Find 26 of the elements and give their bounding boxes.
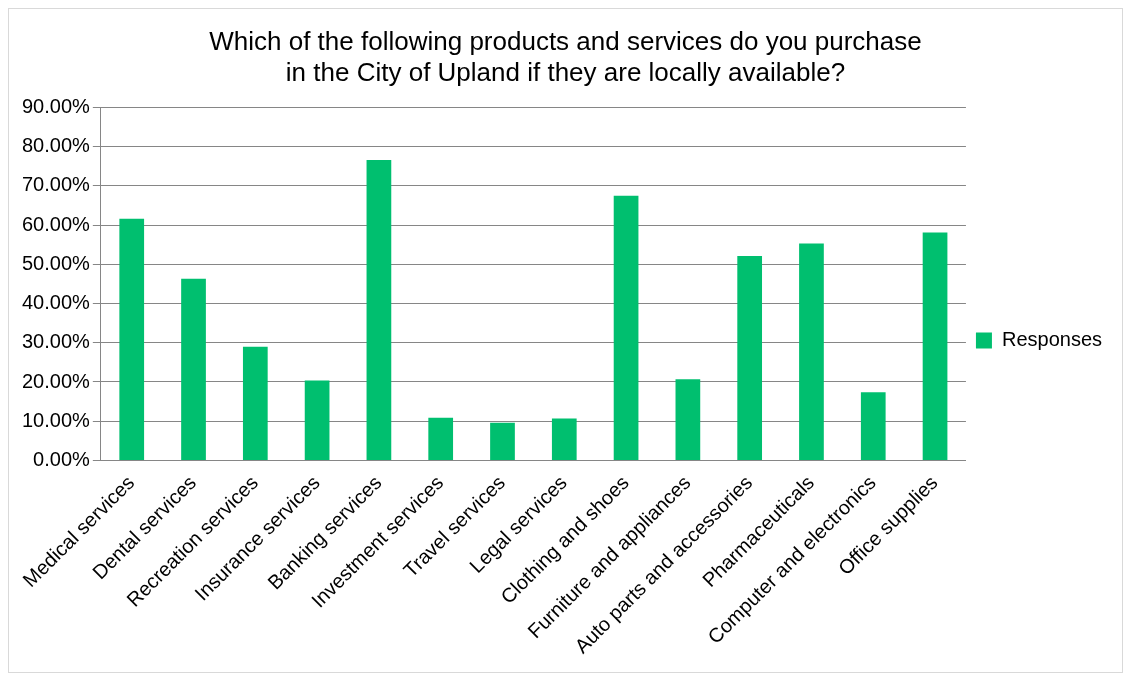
- y-tick-label: 80.00%: [21, 134, 91, 157]
- y-tick-label: 30.00%: [21, 330, 91, 353]
- legend-label: Responses: [1001, 328, 1102, 351]
- bar: [304, 380, 330, 460]
- y-tick-label: 50.00%: [21, 251, 91, 274]
- bar: [613, 195, 639, 460]
- bar: [922, 232, 948, 460]
- y-tick-label: 40.00%: [21, 291, 91, 314]
- bar: [366, 159, 392, 460]
- y-tick-label: 60.00%: [21, 212, 91, 235]
- bar: [675, 379, 701, 460]
- bar: [860, 392, 886, 460]
- y-tick-label: 20.00%: [21, 369, 91, 392]
- bar: [428, 417, 454, 460]
- bar: [799, 243, 824, 460]
- y-tick-label: 10.00%: [21, 408, 91, 431]
- y-tick-label: 90.00%: [21, 94, 91, 117]
- chart-title: Which of the following products and services do you purchase in the City of Upland if they are locally available?: [209, 25, 922, 87]
- bar: [551, 418, 577, 460]
- bar: [242, 346, 268, 460]
- bar: [737, 256, 763, 460]
- bar: [119, 218, 145, 460]
- bar: [181, 278, 206, 460]
- y-tick-label: 0.00%: [33, 447, 91, 470]
- bar: [490, 422, 515, 460]
- y-tick-label: 70.00%: [21, 173, 91, 196]
